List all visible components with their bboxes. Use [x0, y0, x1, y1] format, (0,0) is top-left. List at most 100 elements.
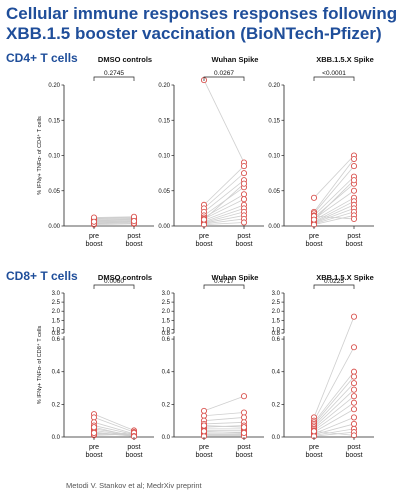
- pair-line: [313, 382, 355, 426]
- post-point: [240, 424, 248, 431]
- y-tick-label: 2.0: [162, 309, 171, 315]
- y-tick-label: 0.6: [272, 337, 281, 343]
- section-label-cd8: CD8+ T cells: [6, 269, 78, 283]
- pair-line: [203, 417, 245, 422]
- post-point: [240, 409, 248, 416]
- pair-line: [313, 389, 355, 428]
- pre-point: [200, 407, 208, 414]
- pair-line: [93, 219, 135, 221]
- pair-line: [203, 430, 245, 434]
- pre-point: [310, 216, 318, 223]
- pair-line: [203, 172, 245, 209]
- title-line-1: Cellular immune responses responses foll…: [6, 4, 398, 23]
- pre-point: [90, 218, 98, 225]
- x-category-label: pre boost: [305, 444, 322, 459]
- post-point: [350, 368, 358, 375]
- pair-line: [93, 222, 135, 225]
- pair-line: [93, 432, 135, 437]
- y-tick-label: 0.8: [272, 331, 281, 337]
- post-point: [240, 219, 248, 226]
- p-value-label: 0.0225: [324, 278, 344, 285]
- post-point: [240, 191, 248, 198]
- page-title: Cellular immune responses responses foll…: [6, 4, 398, 44]
- x-category-label: post boost: [125, 444, 142, 459]
- x-category-label: pre boost: [85, 444, 102, 459]
- pair-line: [93, 421, 135, 435]
- y-tick-label: 3.0: [272, 291, 281, 297]
- pair-line: [313, 316, 355, 418]
- pair-line: [203, 207, 245, 223]
- p-value-label: 0.0267: [214, 70, 234, 77]
- pre-point: [90, 414, 98, 421]
- pair-line: [313, 408, 355, 433]
- significance-bracket: [313, 76, 355, 81]
- y-tick-label: 3.0: [52, 291, 61, 297]
- post-point: [350, 373, 358, 380]
- y-tick-label: 1.0: [52, 327, 61, 333]
- pair-line: [203, 179, 245, 213]
- post-point: [350, 414, 358, 421]
- pair-line: [93, 223, 135, 225]
- post-point: [350, 380, 358, 387]
- y-tick-label: 0.10: [158, 154, 170, 160]
- y-tick-label: 1.5: [52, 318, 61, 324]
- y-tick-label: 0.0: [272, 435, 281, 441]
- pair-line: [313, 204, 355, 223]
- pair-line: [93, 432, 135, 435]
- y-tick-label: 1.5: [272, 318, 281, 324]
- y-tick-label: 0.05: [268, 189, 280, 195]
- pair-line: [313, 395, 355, 430]
- pair-line: [313, 430, 355, 436]
- y-tick-label: 0.00: [158, 224, 170, 230]
- pre-point: [90, 429, 98, 436]
- x-category-label: post boost: [235, 444, 252, 459]
- pair-line: [313, 165, 355, 214]
- p-value-label: 0.0060: [104, 278, 124, 285]
- pair-line: [203, 211, 245, 223]
- pair-line: [203, 218, 245, 225]
- y-tick-label: 0.4: [162, 370, 171, 376]
- pair-line: [93, 220, 135, 223]
- pair-line: [313, 183, 355, 218]
- y-tick-label: 0.00: [48, 224, 60, 230]
- y-tick-label: 0.15: [268, 118, 280, 124]
- pre-point: [310, 428, 318, 435]
- section-label-cd4: CD4+ T cells: [6, 51, 78, 65]
- pre-point: [200, 422, 208, 429]
- pair-line: [313, 200, 355, 223]
- pair-line: [203, 395, 245, 412]
- y-tick-label: 0.2: [272, 402, 281, 408]
- pair-line: [313, 417, 355, 435]
- y-tick-label: 3.0: [162, 291, 171, 297]
- y-tick-label: 2.5: [272, 300, 281, 306]
- p-value-label: 0.2745: [104, 70, 124, 77]
- y-tick-label: 0.10: [268, 154, 280, 160]
- pair-line: [203, 165, 245, 206]
- post-point: [350, 406, 358, 413]
- pair-line: [203, 421, 245, 425]
- y-tick-label: 0.15: [48, 118, 60, 124]
- y-tick-label: 0.0: [162, 435, 171, 441]
- significance-bracket: [203, 76, 245, 81]
- pair-line: [313, 431, 355, 437]
- pair-line: [203, 215, 245, 224]
- pair-line: [313, 376, 355, 425]
- post-point: [240, 180, 248, 187]
- panel-1: 0.00 0.05 0.10 0.15 0.20 0.0267 pre boost post bo…: [158, 70, 264, 248]
- panel-title-cd4-xbb: XBB.1.5.X Spike: [316, 55, 374, 64]
- pair-line: [93, 217, 135, 220]
- y-tick-label: 0.0: [52, 435, 61, 441]
- y-tick-label: 0.8: [52, 331, 61, 337]
- y-tick-label: 0.8: [162, 331, 171, 337]
- pair-line: [93, 221, 135, 223]
- significance-bracket: [93, 76, 135, 81]
- pair-line: [93, 216, 135, 218]
- pre-point: [90, 424, 98, 431]
- post-point: [350, 393, 358, 400]
- y-tick-label: 0.2: [162, 402, 171, 408]
- citation-footer: Metodi V. Stankov et al; MedrXiv preprin…: [66, 481, 202, 490]
- x-category-label: pre boost: [195, 444, 212, 459]
- post-point: [240, 170, 248, 177]
- post-point: [350, 313, 358, 320]
